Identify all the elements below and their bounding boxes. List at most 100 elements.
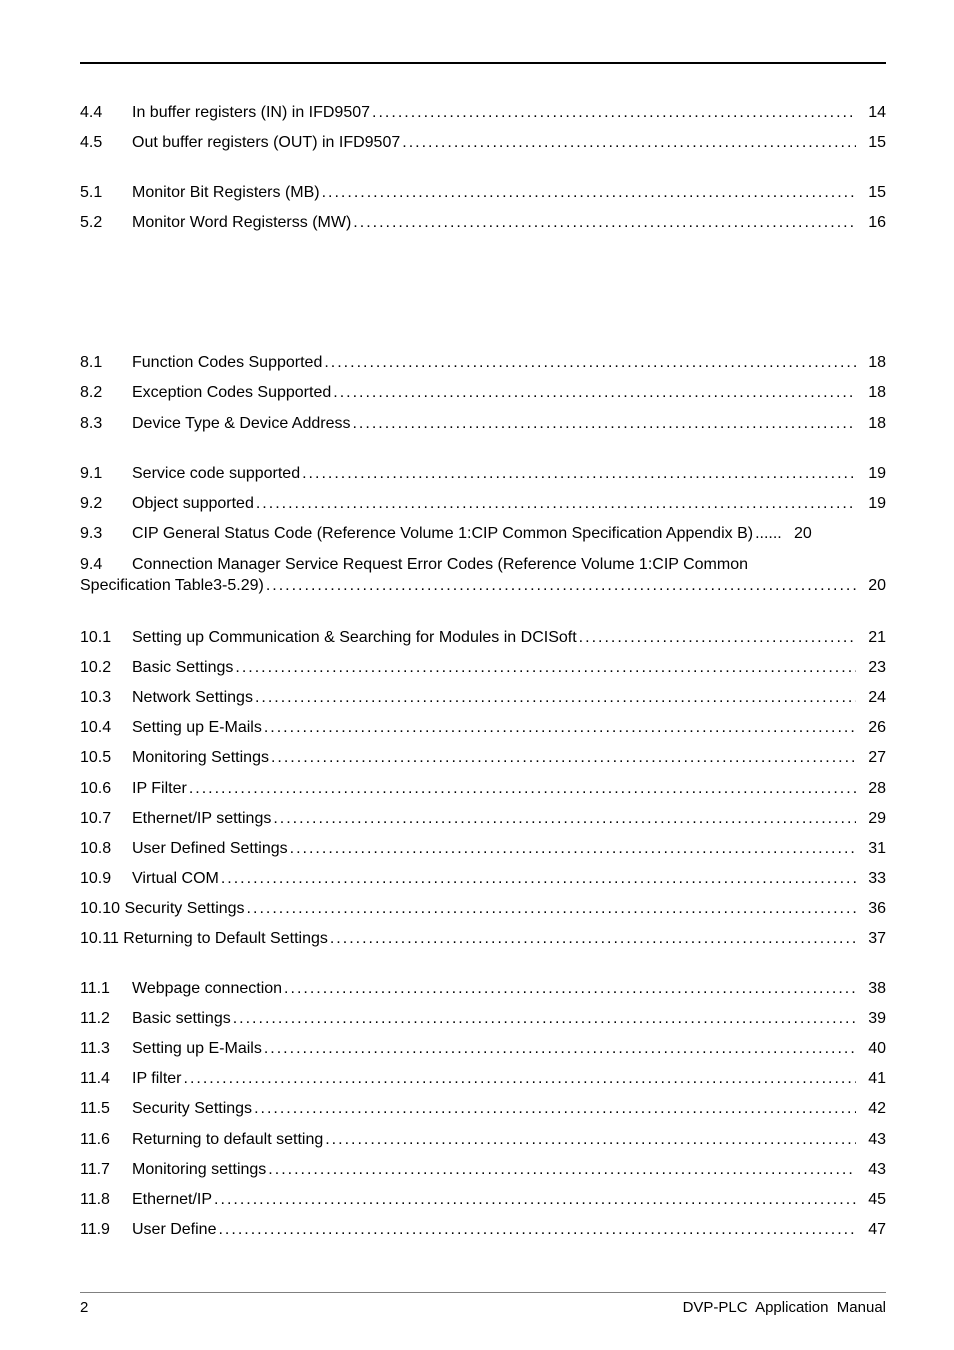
toc-entry: 11.4IP filter41 [80,1070,886,1088]
toc-entry-number: 8.2 [80,384,132,402]
toc-entry-title: IP Filter [132,780,189,798]
toc-entry-page: 16 [856,214,886,232]
toc-leader [372,104,856,122]
toc-entry: 10.3Network Settings24 [80,689,886,707]
toc-entry: 10.2Basic Settings23 [80,659,886,677]
toc-entry-page: 31 [856,840,886,858]
toc-entry-title: Device Type & Device Address [132,415,352,433]
toc-entry-number: 10.5 [80,749,132,767]
toc-entry-title: Monitoring settings [132,1161,268,1179]
toc-entry-page: 40 [856,1040,886,1058]
manual-title: DVP-PLC Application Manual [683,1299,886,1316]
footer-line: 2 DVP-PLC Application Manual [80,1299,886,1316]
toc-leader [255,689,856,707]
toc-entry-page: 36 [856,900,886,918]
toc-leader [284,980,856,998]
toc-entry-page: 29 [856,810,886,828]
toc-entry-number: 11.6 [80,1131,132,1149]
toc-entry-number: 5.1 [80,184,132,202]
toc-entry-title: Monitor Word Registerss (MW) [132,214,353,232]
toc-entry-page: 33 [856,870,886,888]
toc-entry-page: 47 [856,1221,886,1239]
toc-entry: 10.8User Defined Settings31 [80,840,886,858]
toc-leader [189,780,856,798]
toc-entry-number: 9.1 [80,465,132,483]
toc-leader [247,900,856,918]
toc-leader [233,1010,856,1028]
toc-entry: 11.9User Define47 [80,1221,886,1239]
toc-entry: 9.1Service code supported19 [80,465,886,483]
toc-leader [184,1070,857,1088]
toc-entry-title: User Define [132,1221,218,1239]
toc-group-gap [80,445,886,465]
toc-entry-title: Exception Codes Supported [132,384,333,402]
page-number: 2 [80,1299,88,1316]
page: 4.4In buffer registers (IN) in IFD9507 14… [0,0,954,1350]
toc-entry-page: 18 [856,415,886,433]
toc-leader [290,840,856,858]
toc-entry-number: 10.4 [80,719,132,737]
toc-entry-title: Security Settings [132,1100,254,1118]
toc-entry-title: Setting up E-Mails [132,719,264,737]
toc-entry-number: 11.5 [80,1100,132,1118]
toc-entry: 11.6Returning to default setting43 [80,1131,886,1149]
toc-entry-number: 9.3 [80,525,132,543]
toc-entry-page: 18 [856,354,886,372]
toc-entry-number: 4.4 [80,104,132,122]
toc-entry-number: 11.7 [80,1161,132,1179]
header-rule [80,62,886,64]
toc-entry-page: 37 [856,930,886,948]
toc-entry: 9.2Object supported19 [80,495,886,513]
toc-entry-number: 8.3 [80,415,132,433]
toc-leader [273,810,856,828]
toc-entry: 11.2Basic settings 39 [80,1010,886,1028]
toc-entry-title: Basic settings [132,1010,233,1028]
toc-entry-title: Monitor Bit Registers (MB) [132,184,322,202]
toc-leader [324,354,856,372]
toc-entry-title: In buffer registers (IN) in IFD9507 [132,104,372,122]
toc-entry-page: 23 [856,659,886,677]
toc-leader [221,870,856,888]
toc-entry: 10.6IP Filter28 [80,780,886,798]
toc-entry-title: Connection Manager Service Request Error… [132,555,748,576]
toc-entry-page: 20 [782,525,812,543]
toc-entry-number: 10.3 [80,689,132,707]
toc-entry-title: User Defined Settings [132,840,290,858]
toc-entry-title: Virtual COM [132,870,221,888]
toc-entry-title: Function Codes Supported [132,354,324,372]
toc-entry: 10.4Setting up E-Mails26 [80,719,886,737]
toc-entry-title: Service code supported [132,465,302,483]
toc-entry: 10.10 Security Settings 36 [80,900,886,918]
toc-entry-page: 20 [856,576,886,597]
toc-entry-page: 39 [856,1010,886,1028]
toc-section-gap [80,244,886,354]
toc-leader [235,659,856,677]
toc-entry: 10.9Virtual COM33 [80,870,886,888]
toc-leader [271,749,856,767]
toc-entry: 5.2Monitor Word Registerss (MW)16 [80,214,886,232]
toc-entry-title: Setting up E-Mails [132,1040,264,1058]
toc-entry-numtitle: 10.10 Security Settings [80,900,247,918]
toc-entry-page: 42 [856,1100,886,1118]
toc-entry: 11.8Ethernet/IP45 [80,1191,886,1209]
toc-entry: 11.5Security Settings 42 [80,1100,886,1118]
toc-entry-title: Object supported [132,495,256,513]
toc-entry-title: CIP General Status Code (Reference Volum… [132,525,755,543]
toc-entry-page: 14 [856,104,886,122]
toc-entry-title: Monitoring Settings [132,749,271,767]
toc-entry-title-cont: Specification Table3-5.29) [80,576,266,597]
toc-leader: ...... [755,525,782,543]
toc-entry-title: Ethernet/IP [132,1191,214,1209]
toc-entry-number: 10.1 [80,629,132,647]
toc-entry-number: 11.2 [80,1010,132,1028]
toc-entry: 9.4Connection Manager Service Request Er… [80,555,886,597]
toc-entry-number: 11.3 [80,1040,132,1058]
toc-entry-page: 15 [856,184,886,202]
toc-leader [268,1161,856,1179]
toc-entry-number: 4.5 [80,134,132,152]
toc-entry-number: 11.1 [80,980,132,998]
toc-leader [325,1131,856,1149]
toc-entry-page: 24 [856,689,886,707]
toc-entry: 10.7Ethernet/IP settings29 [80,810,886,828]
toc-entry: 8.3Device Type & Device Address 18 [80,415,886,433]
